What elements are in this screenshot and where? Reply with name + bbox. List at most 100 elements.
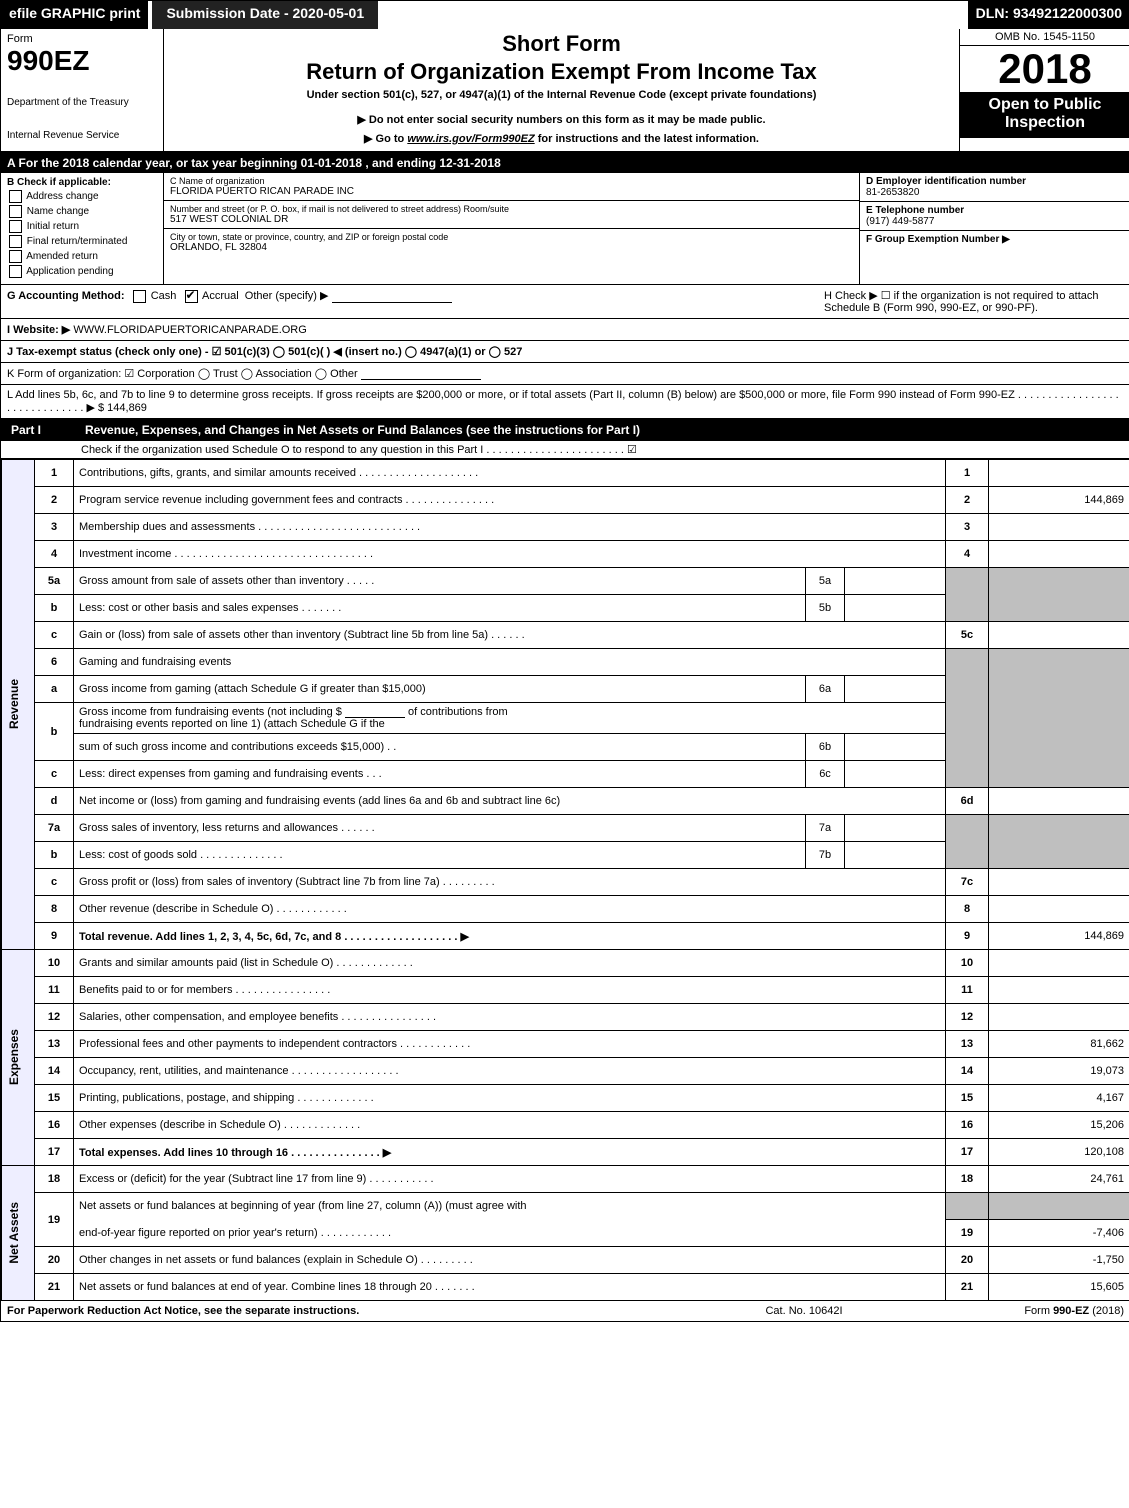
open-public: Open to Public Inspection xyxy=(960,92,1129,138)
line-1: Revenue 1 Contributions, gifts, grants, … xyxy=(2,460,1129,487)
grp-row: F Group Exemption Number ▶ xyxy=(860,231,1129,284)
footer-right: Form 990-EZ (2018) xyxy=(904,1305,1124,1317)
org-name-row: C Name of organization FLORIDA PUERTO RI… xyxy=(164,173,859,201)
g-accrual-check[interactable] xyxy=(185,290,198,303)
form-header: Form 990EZ Department of the Treasury In… xyxy=(1,29,1129,153)
row-l: L Add lines 5b, 6c, and 7b to line 9 to … xyxy=(1,385,1129,419)
ein-label: D Employer identification number xyxy=(866,176,1124,187)
line-16: 16Other expenses (describe in Schedule O… xyxy=(2,1112,1129,1139)
footer-left: For Paperwork Reduction Act Notice, see … xyxy=(7,1305,704,1317)
chk-final[interactable]: Final return/terminated xyxy=(7,235,157,248)
col-b: B Check if applicable: Address change Na… xyxy=(1,173,164,284)
g-cash: Cash xyxy=(151,290,177,302)
org-name-label: C Name of organization xyxy=(170,176,853,186)
chk-amended[interactable]: Amended return xyxy=(7,250,157,263)
goto-prefix: ▶ Go to xyxy=(364,133,407,145)
city-label: City or town, state or province, country… xyxy=(170,232,853,242)
omb-number: OMB No. 1545-1150 xyxy=(960,29,1129,46)
street-row: Number and street (or P. O. box, if mail… xyxy=(164,201,859,229)
col-def: D Employer identification number 81-2653… xyxy=(859,173,1129,284)
tax-year: 2018 xyxy=(960,46,1129,92)
g-other-input[interactable] xyxy=(332,292,452,303)
g-other: Other (specify) ▶ xyxy=(245,290,329,302)
row-g: G Accounting Method: Cash Accrual Other … xyxy=(1,285,818,318)
ein-row: D Employer identification number 81-2653… xyxy=(860,173,1129,202)
chk-name[interactable]: Name change xyxy=(7,205,157,218)
tel: (917) 449-5877 xyxy=(866,216,1124,227)
line-15: 15Printing, publications, postage, and s… xyxy=(2,1085,1129,1112)
line-7c: cGross profit or (loss) from sales of in… xyxy=(2,869,1129,896)
under-section: Under section 501(c), 527, or 4947(a)(1)… xyxy=(174,89,949,101)
street-label: Number and street (or P. O. box, if mail… xyxy=(170,204,853,214)
line-6b-input[interactable] xyxy=(345,707,405,718)
footer: For Paperwork Reduction Act Notice, see … xyxy=(1,1301,1129,1321)
return-title: Return of Organization Exempt From Incom… xyxy=(174,59,949,85)
k-text: K Form of organization: ☑ Corporation ◯ … xyxy=(7,368,358,380)
form-page: efile GRAPHIC print Submission Date - 20… xyxy=(0,0,1129,1322)
line-6: 6Gaming and fundraising events xyxy=(2,649,1129,676)
goto-suffix: for instructions and the latest informat… xyxy=(538,133,759,145)
chk-address[interactable]: Address change xyxy=(7,190,157,203)
header-right: OMB No. 1545-1150 2018 Open to Public In… xyxy=(959,29,1129,151)
i-label: I Website: ▶ xyxy=(7,324,70,336)
line-4: 4Investment income . . . . . . . . . . .… xyxy=(2,541,1129,568)
do-not-note: ▶ Do not enter social security numbers o… xyxy=(174,113,949,126)
g-label: G Accounting Method: xyxy=(7,290,125,302)
k-other-input[interactable] xyxy=(361,369,481,380)
expenses-tab: Expenses xyxy=(7,1029,29,1085)
header-left: Form 990EZ Department of the Treasury In… xyxy=(1,29,164,151)
g-accrual: Accrual xyxy=(202,290,239,302)
netassets-tab: Net Assets xyxy=(7,1202,29,1264)
h-text: H Check ▶ ☐ if the organization is not r… xyxy=(824,290,1099,314)
line-19b: end-of-year figure reported on prior yea… xyxy=(2,1220,1129,1247)
line-19a: 19Net assets or fund balances at beginni… xyxy=(2,1193,1129,1220)
dln-label: DLN: 93492122000300 xyxy=(968,1,1129,29)
chk-initial[interactable]: Initial return xyxy=(7,220,157,233)
org-name: FLORIDA PUERTO RICAN PARADE INC xyxy=(170,186,853,197)
col-b-head: B Check if applicable: xyxy=(7,177,157,188)
revenue-tab: Revenue xyxy=(7,679,29,729)
row-h: H Check ▶ ☐ if the organization is not r… xyxy=(818,285,1129,318)
efile-print-label[interactable]: efile GRAPHIC print xyxy=(1,1,148,29)
tel-row: E Telephone number (917) 449-5877 xyxy=(860,202,1129,231)
i-website[interactable]: WWW.FLORIDAPUERTORICANPARADE.ORG xyxy=(73,324,306,336)
line-2: 2Program service revenue including gover… xyxy=(2,487,1129,514)
line-5a: 5aGross amount from sale of assets other… xyxy=(2,568,1129,595)
part1-bar: Part I Revenue, Expenses, and Changes in… xyxy=(1,419,1129,441)
goto-link[interactable]: www.irs.gov/Form990EZ xyxy=(407,133,534,145)
info-block: B Check if applicable: Address change Na… xyxy=(1,173,1129,285)
grp-label: F Group Exemption Number ▶ xyxy=(866,234,1124,245)
line-7a: 7aGross sales of inventory, less returns… xyxy=(2,815,1129,842)
short-form-title: Short Form xyxy=(174,31,949,57)
line-20: 20Other changes in net assets or fund ba… xyxy=(2,1247,1129,1274)
line-5c: cGain or (loss) from sale of assets othe… xyxy=(2,622,1129,649)
line-10: Expenses 10Grants and similar amounts pa… xyxy=(2,950,1129,977)
g-cash-check[interactable] xyxy=(133,290,146,303)
street: 517 WEST COLONIAL DR xyxy=(170,214,853,225)
form-number: 990EZ xyxy=(7,47,157,75)
dept-irs: Internal Revenue Service xyxy=(7,130,157,141)
footer-mid: Cat. No. 10642I xyxy=(704,1305,904,1317)
line-6d: dNet income or (loss) from gaming and fu… xyxy=(2,788,1129,815)
line-9: 9Total revenue. Add lines 1, 2, 3, 4, 5c… xyxy=(2,923,1129,950)
calendar-year-row: A For the 2018 calendar year, or tax yea… xyxy=(1,153,1129,173)
line-21: 21Net assets or fund balances at end of … xyxy=(2,1274,1129,1301)
header-mid: Short Form Return of Organization Exempt… xyxy=(164,29,959,151)
top-bar: efile GRAPHIC print Submission Date - 20… xyxy=(1,1,1129,29)
ein: 81-2653820 xyxy=(866,187,1124,198)
part1-title: Revenue, Expenses, and Changes in Net As… xyxy=(81,419,644,441)
row-i: I Website: ▶ WWW.FLORIDAPUERTORICANPARAD… xyxy=(1,319,1129,341)
goto-note: ▶ Go to www.irs.gov/Form990EZ for instru… xyxy=(174,132,949,145)
part1-subtitle: Check if the organization used Schedule … xyxy=(1,441,1129,459)
line-17: 17Total expenses. Add lines 10 through 1… xyxy=(2,1139,1129,1166)
row-k: K Form of organization: ☑ Corporation ◯ … xyxy=(1,363,1129,385)
line-12: 12Salaries, other compensation, and empl… xyxy=(2,1004,1129,1031)
row-j: J Tax-exempt status (check only one) - ☑… xyxy=(1,341,1129,363)
line-18: Net Assets 18Excess or (deficit) for the… xyxy=(2,1166,1129,1193)
part1-label: Part I xyxy=(1,419,81,441)
line-13: 13Professional fees and other payments t… xyxy=(2,1031,1129,1058)
tel-label: E Telephone number xyxy=(866,205,1124,216)
line-14: 14Occupancy, rent, utilities, and mainte… xyxy=(2,1058,1129,1085)
l-text: L Add lines 5b, 6c, and 7b to line 9 to … xyxy=(7,389,1119,414)
chk-pending[interactable]: Application pending xyxy=(7,265,157,278)
